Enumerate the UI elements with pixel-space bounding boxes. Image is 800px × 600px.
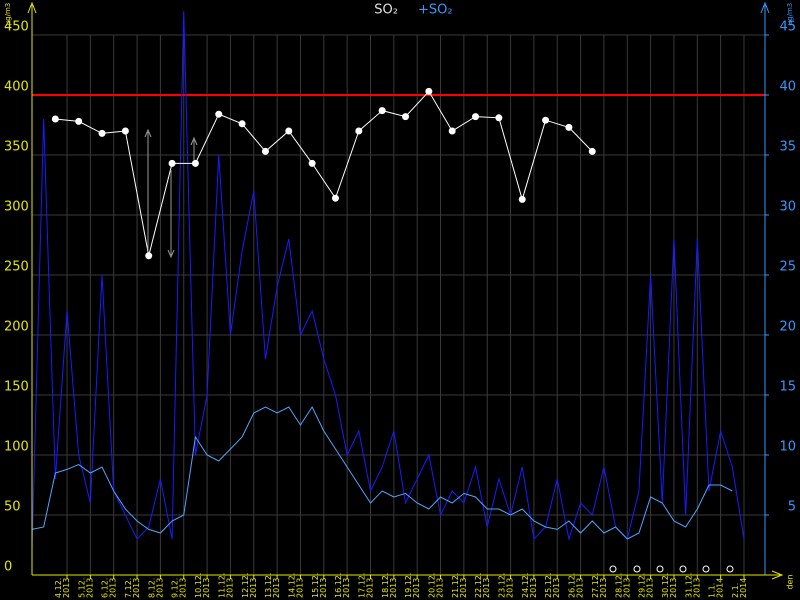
arrow-head [144,128,152,138]
annotations [144,128,198,259]
y2-tick-label: 20 [779,320,796,335]
y-tick-label: 0 [4,560,12,575]
point [191,159,199,167]
y2-tick-label: 5 [788,500,796,515]
series-line [31,405,733,540]
x-tick-label: 21.12.2013 [450,573,467,598]
x-tick-label: 26.12.2013 [567,573,584,598]
x-tick-label: 14.12.2013 [287,573,304,598]
x-tick-label: 30.12.2013 [660,573,677,598]
x-tick-label: 1.1.2014 [707,578,724,598]
point [402,113,410,121]
y-tick-label: 250 [4,260,29,275]
x-tick-label: 15.12.2013 [310,573,327,598]
x-tick-label: 2.1.2014 [730,578,747,598]
y2-tick-label: 45 [779,20,796,35]
y-axis-arrow [27,1,37,14]
point [588,147,596,155]
y-tick-label: 400 [4,80,29,95]
y-tick-label: 100 [4,440,29,455]
y-tick-label: 50 [4,500,21,515]
y2-tick-label: 15 [779,380,796,395]
y-tick-label: 350 [4,140,29,155]
arrow-head [167,249,175,259]
x-tick-label: 29.12.2013 [637,573,654,598]
x-tick-label: 16.12.2013 [334,573,351,598]
plot [31,10,765,552]
x-tick-label: 19.12.2013 [404,573,421,598]
x-tick-label: 25.12.2013 [544,573,561,598]
y2-tick-label: 10 [779,440,796,455]
point [378,107,386,115]
y-tick-label: 150 [4,380,29,395]
y2-unit: µg/m3 [786,3,794,26]
missing-marker [726,565,734,573]
y-tick-label: 200 [4,320,29,335]
x-tick-label: 27.12.2013 [590,573,607,598]
missing-marker [609,565,617,573]
point [518,195,526,203]
missing-marker [679,565,687,573]
point [448,127,456,135]
x-tick-label: 23.12.2013 [497,573,514,598]
missing-markers [609,565,734,573]
x-tick-label: 31.12.2013 [684,573,701,598]
y2-tick-label: 25 [779,260,796,275]
y-tick-label: 450 [4,20,29,35]
x-tick-label: 11.12.2013 [217,573,234,598]
y2-axis-arrow [760,1,770,14]
x-axis-label: den [786,574,795,589]
point [495,114,503,122]
missing-marker [702,565,710,573]
x-axis-arrow [771,570,784,580]
chart-title: SO₂ [374,3,398,18]
x-tick-label: 13.12.2013 [264,573,281,598]
y-unit: µg/m3 [4,3,12,26]
x-tick-label: 18.12.2013 [380,573,397,598]
x-tick-label: 5.12.2013 [77,578,94,598]
y2-tick-label: 40 [779,80,796,95]
point [425,87,433,95]
point [355,127,363,135]
x-tick-label: 4.12.2013 [54,578,71,598]
x-tick-label: 8.12.2013 [147,578,164,598]
grid: 0 50 100 150 200 250 300 350 400 450 5 10 15 20 25 30 35… [4,20,796,599]
arrow-head [190,136,198,146]
x-tick-label: 7.12.2013 [124,578,141,598]
point [145,252,153,260]
point [238,120,246,128]
chart-subtitle: +SO₂ [418,3,453,18]
missing-marker [656,565,664,573]
y-tick-label: 300 [4,200,29,215]
x-tick-label: 24.12.2013 [520,573,537,598]
x-tick-label: 10.12.2013 [194,573,211,598]
point [75,117,83,125]
point [51,115,59,123]
x-tick-label: 17.12.2013 [357,573,374,598]
point [261,147,269,155]
point [285,127,293,135]
y2-tick-label: 35 [779,140,796,155]
x-tick-label: 6.12.2013 [100,578,117,598]
point [565,123,573,131]
x-tick-label: 28.12.2013 [614,573,631,598]
missing-marker [633,565,641,573]
point [542,116,550,124]
point [472,113,480,121]
x-tick-label: 22.12.2013 [474,573,491,598]
point [121,127,129,135]
point [215,110,223,118]
point [98,129,106,137]
point [331,194,339,202]
x-tick-label: 20.12.2013 [427,573,444,598]
x-tick-label: 12.12.2013 [240,573,257,598]
point [168,159,176,167]
series-line [55,90,593,256]
y2-tick-label: 30 [779,200,796,215]
point [308,159,316,167]
x-tick-label: 9.12.2013 [170,578,187,598]
